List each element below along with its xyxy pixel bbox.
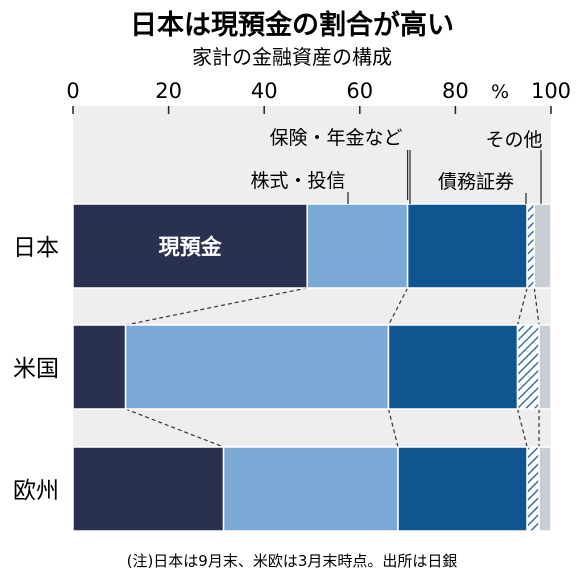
source-note: (注)日本は9月末、米欧は3月末時点。出所は日銀	[127, 552, 458, 570]
x-tick-label: 0	[66, 79, 79, 103]
bar-segment	[72, 446, 225, 532]
in-bar-label: 現預金	[159, 235, 223, 259]
x-tick-label: 60	[346, 79, 373, 103]
bars: 現預金	[72, 203, 552, 532]
bar-segment	[397, 446, 528, 532]
callout-label: 保険・年金など	[269, 127, 402, 149]
x-tick-label: 100	[531, 79, 571, 103]
x-axis-ticks: 0 20 40 60 80 100	[66, 79, 571, 114]
category-label: 日本	[13, 235, 59, 261]
bar-segment	[72, 324, 127, 410]
axis-unit-label: %	[491, 81, 509, 103]
bar-segment	[538, 324, 552, 410]
x-tick-label: 40	[251, 79, 278, 103]
bar-segment	[406, 203, 528, 289]
callout-label: 株式・投信	[250, 170, 345, 192]
bar-segment	[306, 203, 409, 289]
connector-line	[516, 287, 528, 326]
chart-title: 日本は現預金の割合が高い	[130, 9, 454, 41]
x-tick-label: 20	[155, 79, 182, 103]
callout-label: 債務証券	[438, 171, 514, 193]
bar-segment	[124, 324, 390, 410]
bar-segment	[526, 203, 536, 289]
callout-label: その他	[485, 129, 542, 151]
x-tick-label: 80	[442, 79, 469, 103]
bar-segment	[72, 203, 308, 289]
bar-segment	[538, 446, 552, 532]
bar-segment	[533, 203, 552, 289]
bar-segment	[387, 324, 519, 410]
chart-subtitle: 家計の金融資産の構成	[192, 45, 392, 69]
connector-line	[533, 287, 540, 326]
bar-segment	[516, 324, 540, 410]
bar-segment	[222, 446, 399, 532]
connector-lines	[125, 287, 540, 448]
category-label: 欧州	[13, 478, 59, 504]
bar-segment	[526, 446, 540, 532]
connector-line	[125, 408, 224, 448]
connector-line	[125, 287, 308, 326]
category-label: 米国	[13, 356, 59, 382]
